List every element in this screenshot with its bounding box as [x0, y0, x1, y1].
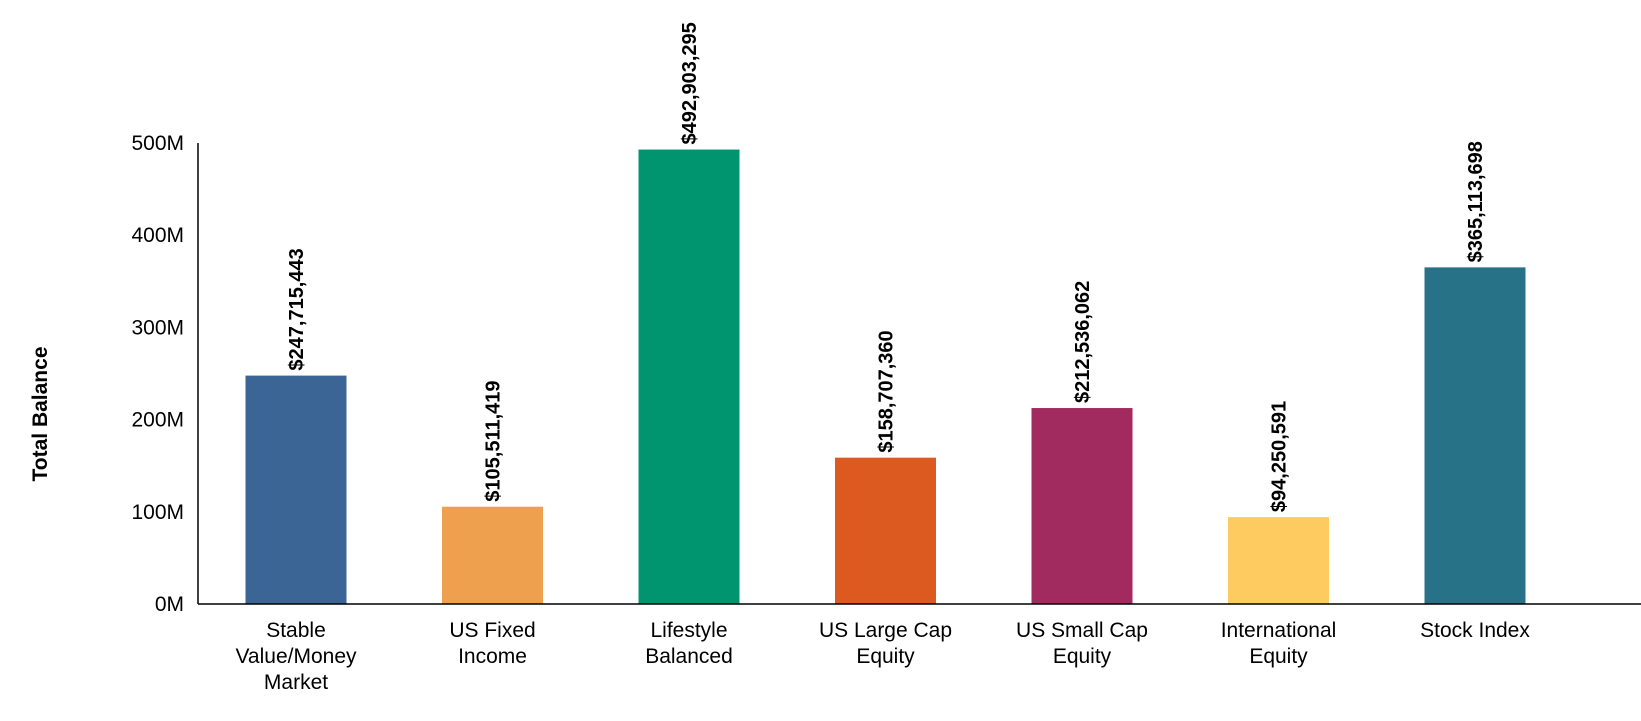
category-label-line: US Small Cap [1016, 619, 1148, 642]
category-label-line: Equity [1053, 645, 1112, 668]
category-label-line: US Fixed [449, 619, 535, 642]
bar [638, 149, 740, 605]
category-label-line: International [1221, 619, 1337, 642]
category-label: Stable Value/Money Market [235, 619, 357, 694]
bars [245, 149, 1526, 605]
data-label: $94,250,591 [1269, 401, 1291, 512]
y-axis-ticks: 0M 100M 200M 300M 400M 500M [131, 132, 184, 616]
category-label-line: Income [458, 645, 527, 668]
bar [245, 375, 347, 604]
bar [1031, 408, 1133, 604]
bar [835, 457, 936, 604]
category-label: Lifestyle Balanced [645, 619, 733, 668]
y-tick-label: 300M [131, 316, 184, 339]
category-label-line: Stock Index [1420, 619, 1530, 642]
y-tick-label: 0M [155, 593, 184, 616]
category-label-line: US Large Cap [819, 619, 952, 642]
category-labels: Stable Value/Money Market US Fixed Income Lif… [235, 619, 1530, 694]
data-labels: $247,715,443 $105,511,419 $492,903,295 $158… [286, 22, 1487, 512]
y-tick-label: 500M [131, 132, 184, 155]
category-label: International Equity [1221, 619, 1337, 668]
y-tick-label: 400M [131, 224, 184, 247]
category-label-line: Equity [856, 645, 915, 668]
category-label-line: Market [264, 671, 328, 694]
data-label: $105,511,419 [483, 380, 505, 501]
category-label-line: Value/Money [235, 645, 357, 668]
data-label: $212,536,062 [1072, 281, 1094, 403]
category-label-line: Balanced [645, 645, 733, 668]
y-axis-title: Total Balance [29, 347, 52, 482]
category-label: US Large Cap Equity [819, 619, 952, 668]
bar [1228, 517, 1329, 604]
category-label-line: Stable [266, 619, 326, 642]
y-tick-label: 200M [131, 409, 184, 432]
category-label-line: Lifestyle [650, 619, 727, 642]
bar [1424, 267, 1526, 604]
bar [442, 506, 543, 604]
data-label: $158,707,360 [876, 330, 898, 452]
y-tick-label: 100M [131, 501, 184, 524]
category-label: US Small Cap Equity [1016, 619, 1148, 668]
category-label: US Fixed Income [449, 619, 535, 668]
category-label-line: Equity [1249, 645, 1308, 668]
category-label: Stock Index [1420, 619, 1530, 642]
data-label: $247,715,443 [286, 248, 308, 370]
data-label: $492,903,295 [679, 22, 701, 144]
data-label: $365,113,698 [1465, 141, 1487, 262]
